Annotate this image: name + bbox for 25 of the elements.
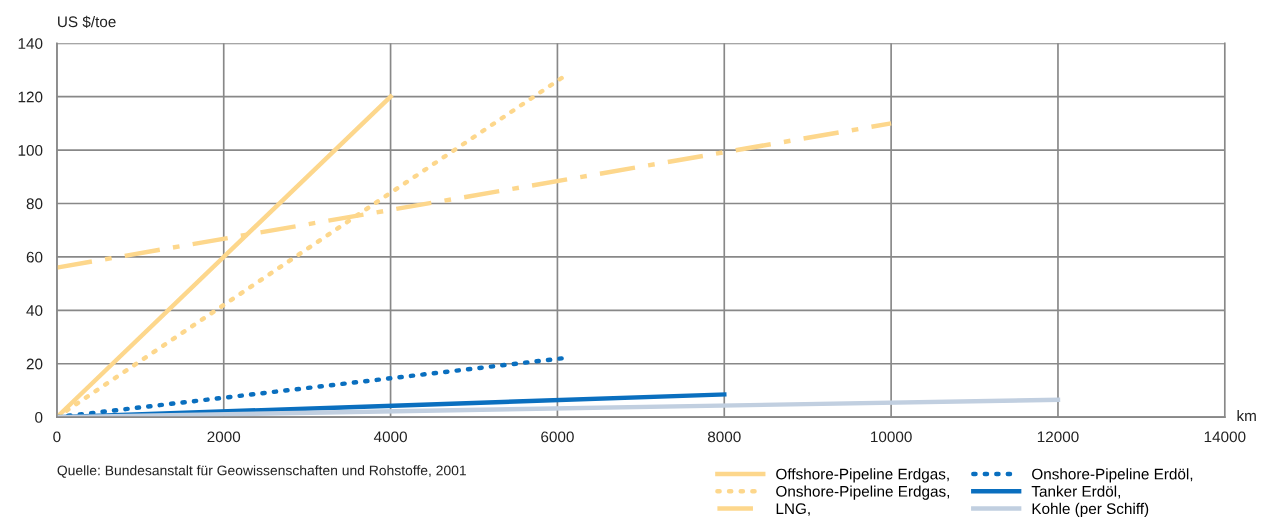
x-axis-title: km (1237, 410, 1256, 422)
y-tick-label: 40 (26, 305, 43, 316)
y-tick-label: 60 (26, 251, 43, 263)
legend-label: Onshore-Pipeline Erdöl, (1032, 468, 1193, 483)
legend-label: Kohle (per Schiff) (1032, 502, 1149, 518)
y-axis-title: US $/toe (58, 15, 116, 29)
y-tick-label: 100 (18, 144, 43, 156)
y-tick-label: 80 (26, 198, 43, 210)
legend-label: LNG, (776, 503, 810, 516)
x-tick-label: 14000 (1204, 431, 1246, 443)
y-tick-label: 120 (18, 91, 43, 103)
x-tick-label: 8000 (707, 431, 741, 443)
y-tick-label: 20 (26, 358, 43, 370)
x-tick-label: 6000 (541, 431, 574, 443)
x-tick-label: 10000 (871, 431, 912, 443)
legend-label: Offshore-Pipeline Erdgas, (776, 468, 949, 483)
x-tick-label: 0 (53, 431, 61, 443)
y-tick-label: 140 (18, 38, 43, 49)
legend-label: Onshore-Pipeline Erdgas, (776, 485, 950, 500)
source-note: Quelle: Bundesanstalt für Geowissenschaften und Rohstoffe, 2001 (57, 465, 466, 478)
y-tick-label: 0 (35, 411, 43, 423)
x-tick-label: 4000 (373, 431, 407, 443)
x-tick-label: 12000 (1037, 431, 1079, 443)
x-tick-label: 2000 (207, 431, 241, 443)
legend-label: Tanker Erdöl, (1031, 485, 1120, 499)
